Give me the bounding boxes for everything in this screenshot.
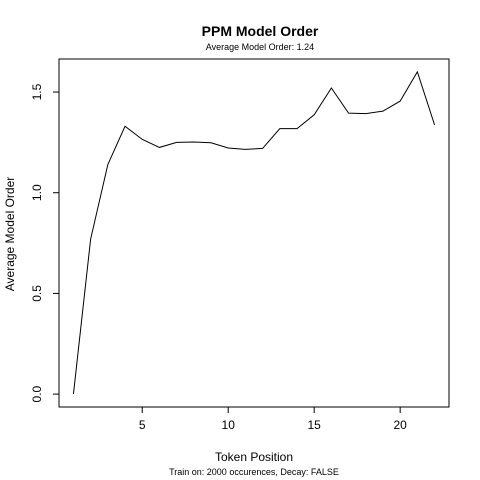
y-tick-label: 1.5 (30, 83, 44, 100)
x-tick-label: 20 (393, 418, 407, 432)
y-tick-label: 1.0 (30, 184, 44, 201)
x-tick-label: 15 (308, 418, 322, 432)
y-tick-label: 0.0 (30, 385, 44, 402)
chart-caption: Train on: 2000 occurences, Decay: FALSE (169, 467, 339, 477)
plot-frame (58, 58, 450, 408)
x-axis-label: Token Position (215, 450, 293, 464)
y-tick-label: 0.5 (30, 285, 44, 302)
chart-title: PPM Model Order (202, 23, 319, 39)
x-axis: 5 10 15 20 (139, 407, 407, 432)
y-axis-label: Average Model Order (3, 177, 17, 292)
series-line (72, 70, 436, 395)
x-tick-label: 5 (139, 418, 146, 432)
chart-subtitle: Average Model Order: 1.24 (206, 42, 314, 52)
y-axis: 0.0 0.5 1.0 1.5 (30, 83, 59, 402)
x-tick-label: 10 (222, 418, 236, 432)
